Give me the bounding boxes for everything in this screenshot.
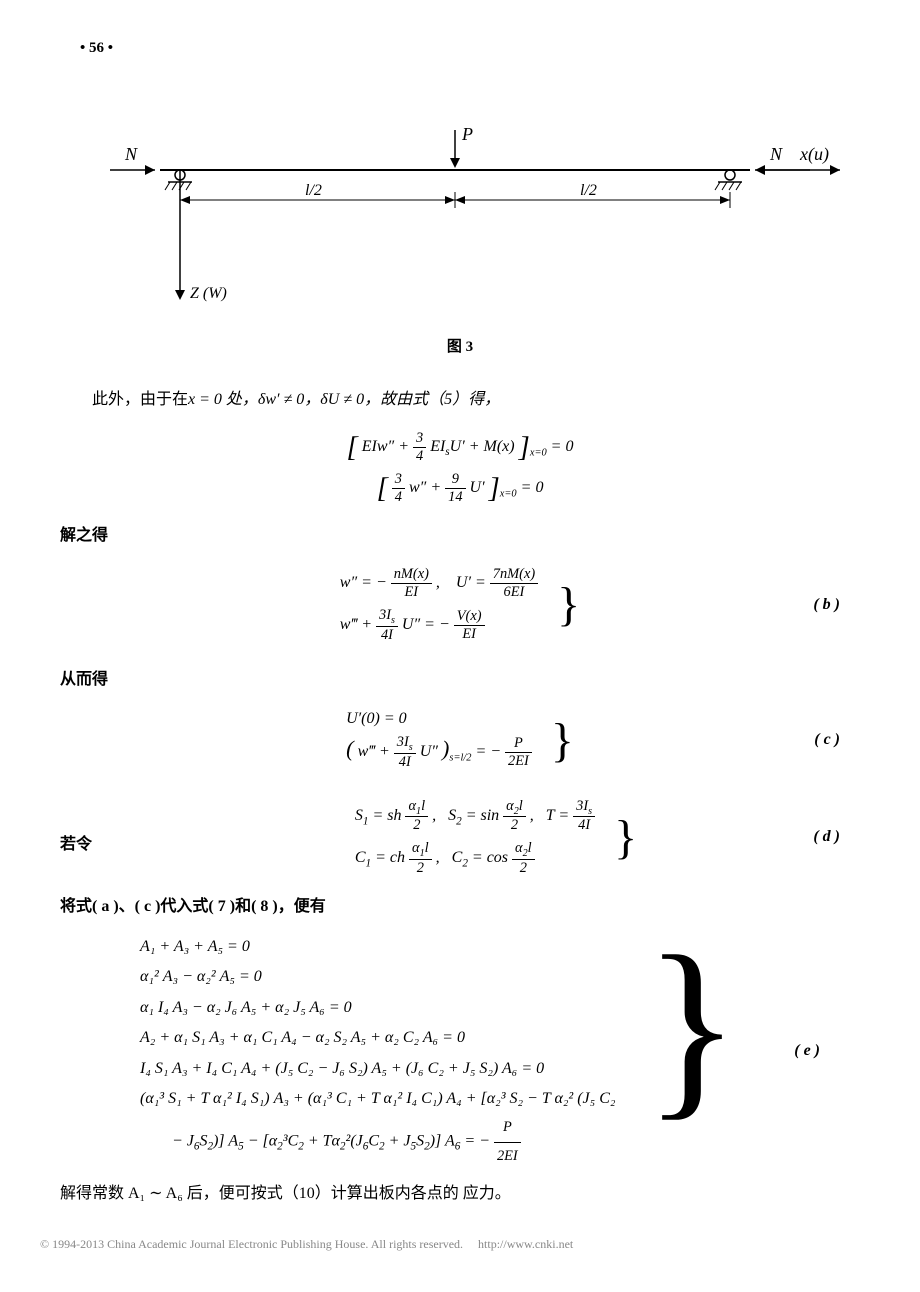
equation-1: [ EIw″ + 34 EIsU′ + M(x) ]x=0 = 0 [ 34 w… bbox=[60, 430, 860, 506]
label-solve: 解之得 bbox=[60, 521, 860, 545]
label-n-left: N bbox=[124, 144, 138, 164]
para1-text-prefix: 此外，由于在 bbox=[92, 391, 188, 408]
equation-b: w″ = − nM(x)EI , U′ = 7nM(x)6EI w‴ + 3Is… bbox=[60, 560, 860, 650]
paragraph-3: 解得常数 A₁ ∼ A₆ 后，便可按式（10）计算出板内各点的 应力。 bbox=[60, 1180, 860, 1209]
figure-caption: 图 3 bbox=[60, 335, 860, 356]
eq-e-l7: − J6S2)] A5 − [α2³C2 + Tα2²(J6C2 + J5S2)… bbox=[172, 1114, 860, 1170]
eq-e-l1: A₁ + A₃ + A₅ = 0 bbox=[140, 932, 860, 962]
eq1-line2: [ 34 w″ + 914 U′ ]x=0 = 0 bbox=[60, 471, 860, 506]
label-z-axis: Z (W) bbox=[190, 285, 227, 302]
eq-d-label: ( d ) bbox=[813, 828, 840, 846]
label-half-l-2: l/2 bbox=[580, 182, 597, 199]
eq-c-label: ( c ) bbox=[814, 731, 840, 749]
eq-c-line1: U′(0) = 0 bbox=[346, 710, 532, 728]
eq-e-l2: α₁² A₃ − α₂² A₅ = 0 bbox=[140, 962, 860, 992]
eq-c-line2: ( w‴ + 3Is4I U″ )s=l/2 = − P2EI bbox=[346, 734, 532, 771]
eq-e-label: ( e ) bbox=[794, 1042, 820, 1060]
eq-e-l3: α₁ I₄ A₃ − α₂ J₆ A₅ + α₂ J₅ A₆ = 0 bbox=[140, 993, 860, 1023]
equation-d: S1 = sh α1l2 , S2 = sin α2l2 , T = 3Is4I… bbox=[132, 792, 860, 884]
label-n-right: N bbox=[769, 144, 783, 164]
label-half-l-1: l/2 bbox=[305, 182, 322, 199]
equation-e: A₁ + A₃ + A₅ = 0 α₁² A₃ − α₂² A₅ = 0 α₁ … bbox=[60, 932, 860, 1170]
label-p: P bbox=[461, 124, 473, 144]
label-thus: 从而得 bbox=[60, 665, 860, 689]
figure-3-diagram: N N x(u) P l/2 l/2 bbox=[60, 120, 860, 315]
eq-b-line1: w″ = − nM(x)EI , U′ = 7nM(x)6EI bbox=[340, 566, 538, 601]
eq-e-l6: (α₁³ S₁ + T α₁² I₄ S₁) A₃ + (α₁³ C₁ + T … bbox=[140, 1084, 860, 1114]
footer-copyright: © 1994-2013 China Academic Journal Elect… bbox=[40, 1237, 463, 1251]
eq-d-line2: C1 = ch α1l2 , C2 = cos α2l2 bbox=[355, 840, 595, 877]
eq-b-label: ( b ) bbox=[813, 596, 840, 614]
paragraph-2: 将式( a )、( c )代入式( 7 )和( 8 )，便有 bbox=[60, 893, 860, 922]
footer-link[interactable]: http://www.cnki.net bbox=[478, 1237, 573, 1251]
eq1-line1: [ EIw″ + 34 EIsU′ + M(x) ]x=0 = 0 bbox=[60, 430, 860, 465]
label-let: 若令 bbox=[60, 830, 92, 854]
footer: © 1994-2013 China Academic Journal Elect… bbox=[40, 1237, 880, 1252]
eq-e-l5: I₄ S₁ A₃ + I₄ C₁ A₄ + (J₅ C₂ − J₆ S₂) A₅… bbox=[140, 1054, 860, 1084]
paragraph-1: 此外，由于在x = 0 处，δw′ ≠ 0，δU ≠ 0，故由式（5）得， bbox=[60, 386, 860, 415]
beam-diagram-svg: N N x(u) P l/2 l/2 bbox=[80, 120, 840, 310]
page-number: • 56 • bbox=[80, 40, 113, 57]
eq-e-l4: A₂ + α₁ S₁ A₃ + α₁ C₁ A₄ − α₂ S₂ A₅ + α₂… bbox=[140, 1023, 860, 1053]
label-x-axis: x(u) bbox=[799, 144, 829, 165]
para1-math: x = 0 处，δw′ ≠ 0，δU ≠ 0，故由式（5）得， bbox=[188, 391, 500, 408]
eq-b-line2: w‴ + 3Is4I U″ = − V(x)EI bbox=[340, 607, 538, 644]
eq-d-line1: S1 = sh α1l2 , S2 = sin α2l2 , T = 3Is4I bbox=[355, 798, 595, 835]
equation-c: U′(0) = 0 ( w‴ + 3Is4I U″ )s=l/2 = − P2E… bbox=[60, 704, 860, 777]
